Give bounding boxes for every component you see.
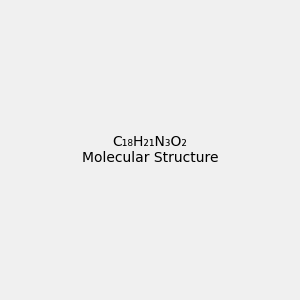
Text: C₁₈H₂₁N₃O₂
Molecular Structure: C₁₈H₂₁N₃O₂ Molecular Structure: [82, 135, 218, 165]
